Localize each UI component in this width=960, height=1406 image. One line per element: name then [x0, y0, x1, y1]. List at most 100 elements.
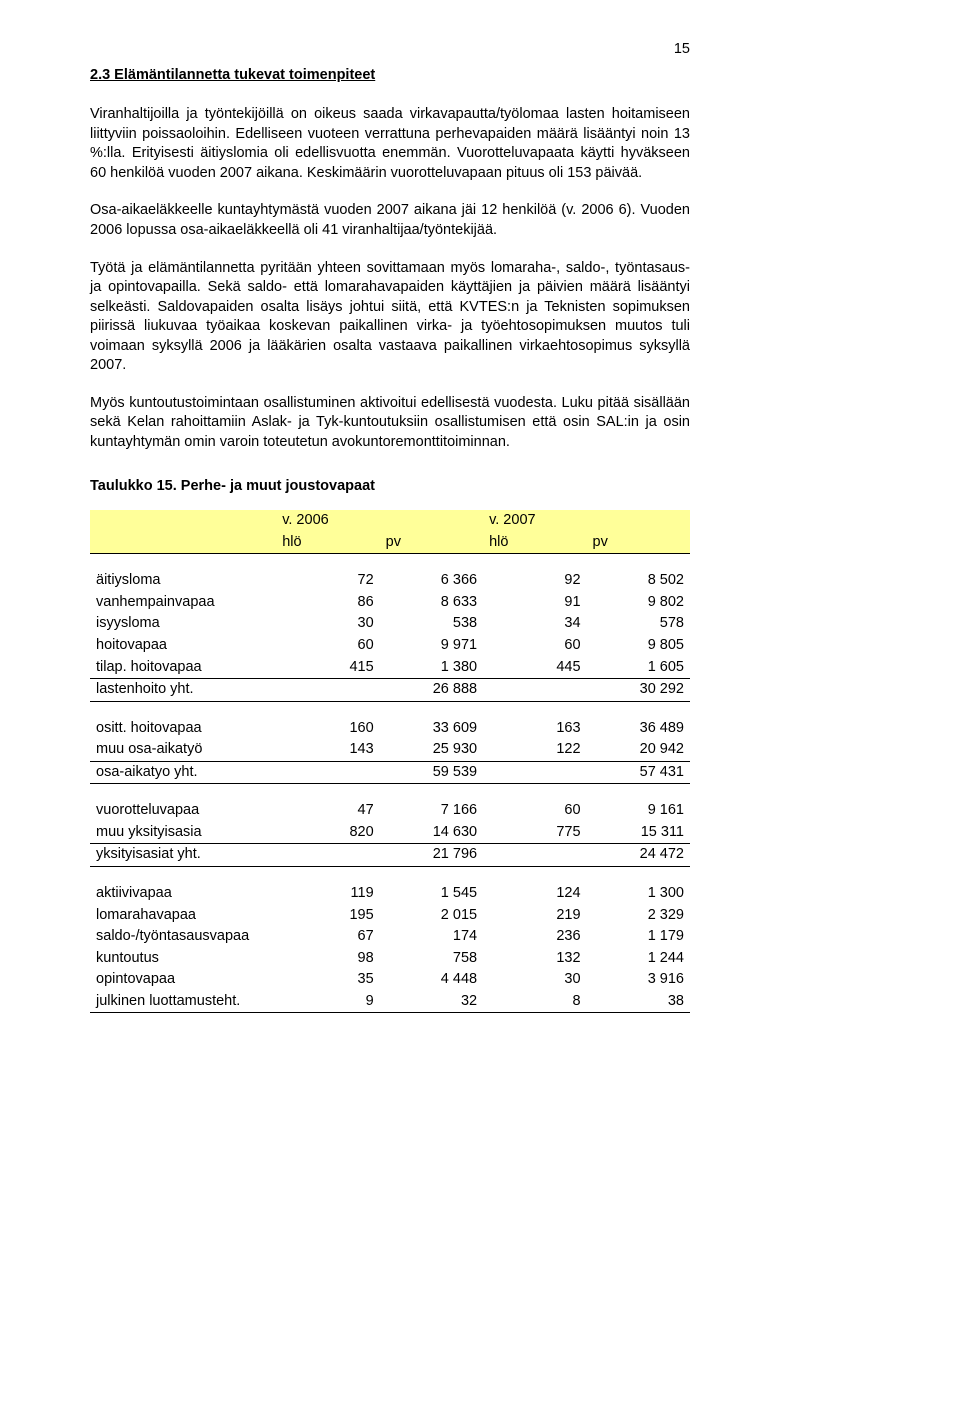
table-cell — [483, 844, 586, 867]
table-row: opintovapaa354 448303 916 — [90, 969, 690, 991]
table-cell: 36 489 — [587, 718, 690, 740]
table-cell: 1 244 — [587, 948, 690, 970]
table-cell: 60 — [483, 635, 586, 657]
table-cell: 236 — [483, 926, 586, 948]
table-cell: 32 — [380, 991, 483, 1013]
table-cell: tilap. hoitovapaa — [90, 657, 276, 679]
table-cell: 1 179 — [587, 926, 690, 948]
table-cell: 820 — [276, 822, 379, 844]
body-paragraph: Työtä ja elämäntilannetta pyritään yhtee… — [90, 259, 690, 376]
table-cell: 160 — [276, 718, 379, 740]
table-cell: 59 539 — [380, 761, 483, 784]
table-cell: muu osa-aikatyö — [90, 739, 276, 761]
table-cell: pv — [587, 532, 690, 554]
table-cell: muu yksityisasia — [90, 822, 276, 844]
table-cell: hlö — [276, 532, 379, 554]
table-cell: 9 805 — [587, 635, 690, 657]
table-cell: 8 633 — [380, 592, 483, 614]
table-cell: 33 609 — [380, 718, 483, 740]
table-cell: 119 — [276, 883, 379, 905]
table-cell: 163 — [483, 718, 586, 740]
table-row: hoitovapaa609 971609 805 — [90, 635, 690, 657]
table-cell: 9 971 — [380, 635, 483, 657]
table-cell: 3 916 — [587, 969, 690, 991]
table-cell: 21 796 — [380, 844, 483, 867]
table-cell: 47 — [276, 800, 379, 822]
table-cell: 143 — [276, 739, 379, 761]
table-cell: hoitovapaa — [90, 635, 276, 657]
table-cell: v. 2007 — [483, 510, 690, 532]
table-cell: 775 — [483, 822, 586, 844]
table-caption: Taulukko 15. Perhe- ja muut joustovapaat — [90, 477, 690, 497]
table-cell — [90, 532, 276, 554]
table-subtotal-row: osa-aikatyo yht. 59 539 57 431 — [90, 761, 690, 784]
table-cell: vanhempainvapaa — [90, 592, 276, 614]
document-page: 15 2.3 Elämäntilannetta tukevat toimenpi… — [0, 0, 780, 1073]
table-cell: 1 605 — [587, 657, 690, 679]
table-cell: lastenhoito yht. — [90, 679, 276, 702]
table-cell: 445 — [483, 657, 586, 679]
table-cell: 20 942 — [587, 739, 690, 761]
table-cell: yksityisasiat yht. — [90, 844, 276, 867]
table-cell — [483, 679, 586, 702]
table-cell: 124 — [483, 883, 586, 905]
table-cell: 538 — [380, 613, 483, 635]
table-row: äitiysloma726 366928 502 — [90, 570, 690, 592]
body-paragraph: Viranhaltijoilla ja työntekijöillä on oi… — [90, 105, 690, 183]
section-heading: 2.3 Elämäntilannetta tukevat toimenpitee… — [90, 66, 690, 86]
table-cell: kuntoutus — [90, 948, 276, 970]
table-cell: 98 — [276, 948, 379, 970]
table-cell: 30 292 — [587, 679, 690, 702]
table-cell: 67 — [276, 926, 379, 948]
table-cell: opintovapaa — [90, 969, 276, 991]
table-cell: julkinen luottamusteht. — [90, 991, 276, 1013]
table-cell: 1 380 — [380, 657, 483, 679]
table-row: saldo-/työntasausvapaa671742361 179 — [90, 926, 690, 948]
table-cell: 92 — [483, 570, 586, 592]
table-cell: 7 166 — [380, 800, 483, 822]
table-row: muu osa-aikatyö14325 93012220 942 — [90, 739, 690, 761]
table-cell: hlö — [483, 532, 586, 554]
table-cell: 30 — [483, 969, 586, 991]
table-cell: 14 630 — [380, 822, 483, 844]
table-cell: 35 — [276, 969, 379, 991]
table-cell — [276, 844, 379, 867]
table-row: lomarahavapaa1952 0152192 329 — [90, 905, 690, 927]
table-cell: 8 — [483, 991, 586, 1013]
table-row: aktiivivapaa1191 5451241 300 — [90, 883, 690, 905]
table-row: kuntoutus987581321 244 — [90, 948, 690, 970]
table-row: vuorotteluvapaa477 166609 161 — [90, 800, 690, 822]
table-cell: 132 — [483, 948, 586, 970]
table-cell: äitiysloma — [90, 570, 276, 592]
table-subtotal-row: yksityisasiat yht. 21 796 24 472 — [90, 844, 690, 867]
table-cell: 1 300 — [587, 883, 690, 905]
body-paragraph: Osa-aikaeläkkeelle kuntayhtymästä vuoden… — [90, 201, 690, 240]
table-cell: 9 802 — [587, 592, 690, 614]
table-cell: 2 015 — [380, 905, 483, 927]
table-cell: 86 — [276, 592, 379, 614]
table-cell: 122 — [483, 739, 586, 761]
table-cell — [276, 761, 379, 784]
table-cell: lomarahavapaa — [90, 905, 276, 927]
table-cell: 8 502 — [587, 570, 690, 592]
table-cell: 57 431 — [587, 761, 690, 784]
table-cell: aktiivivapaa — [90, 883, 276, 905]
table-row: julkinen luottamusteht.932838 — [90, 991, 690, 1013]
table-cell: 6 366 — [380, 570, 483, 592]
table-cell: ositt. hoitovapaa — [90, 718, 276, 740]
table-cell: 25 930 — [380, 739, 483, 761]
table-cell: 38 — [587, 991, 690, 1013]
table-cell: saldo-/työntasausvapaa — [90, 926, 276, 948]
table-cell: 1 545 — [380, 883, 483, 905]
table-cell: 219 — [483, 905, 586, 927]
table-row: tilap. hoitovapaa4151 3804451 605 — [90, 657, 690, 679]
table-cell: 24 472 — [587, 844, 690, 867]
table-cell: osa-aikatyo yht. — [90, 761, 276, 784]
table-cell: v. 2006 — [276, 510, 483, 532]
table-cell: 174 — [380, 926, 483, 948]
table-cell: 9 161 — [587, 800, 690, 822]
table-cell: 60 — [483, 800, 586, 822]
table-cell: 60 — [276, 635, 379, 657]
table-subtotal-row: lastenhoito yht.26 88830 292 — [90, 679, 690, 702]
table-cell: vuorotteluvapaa — [90, 800, 276, 822]
